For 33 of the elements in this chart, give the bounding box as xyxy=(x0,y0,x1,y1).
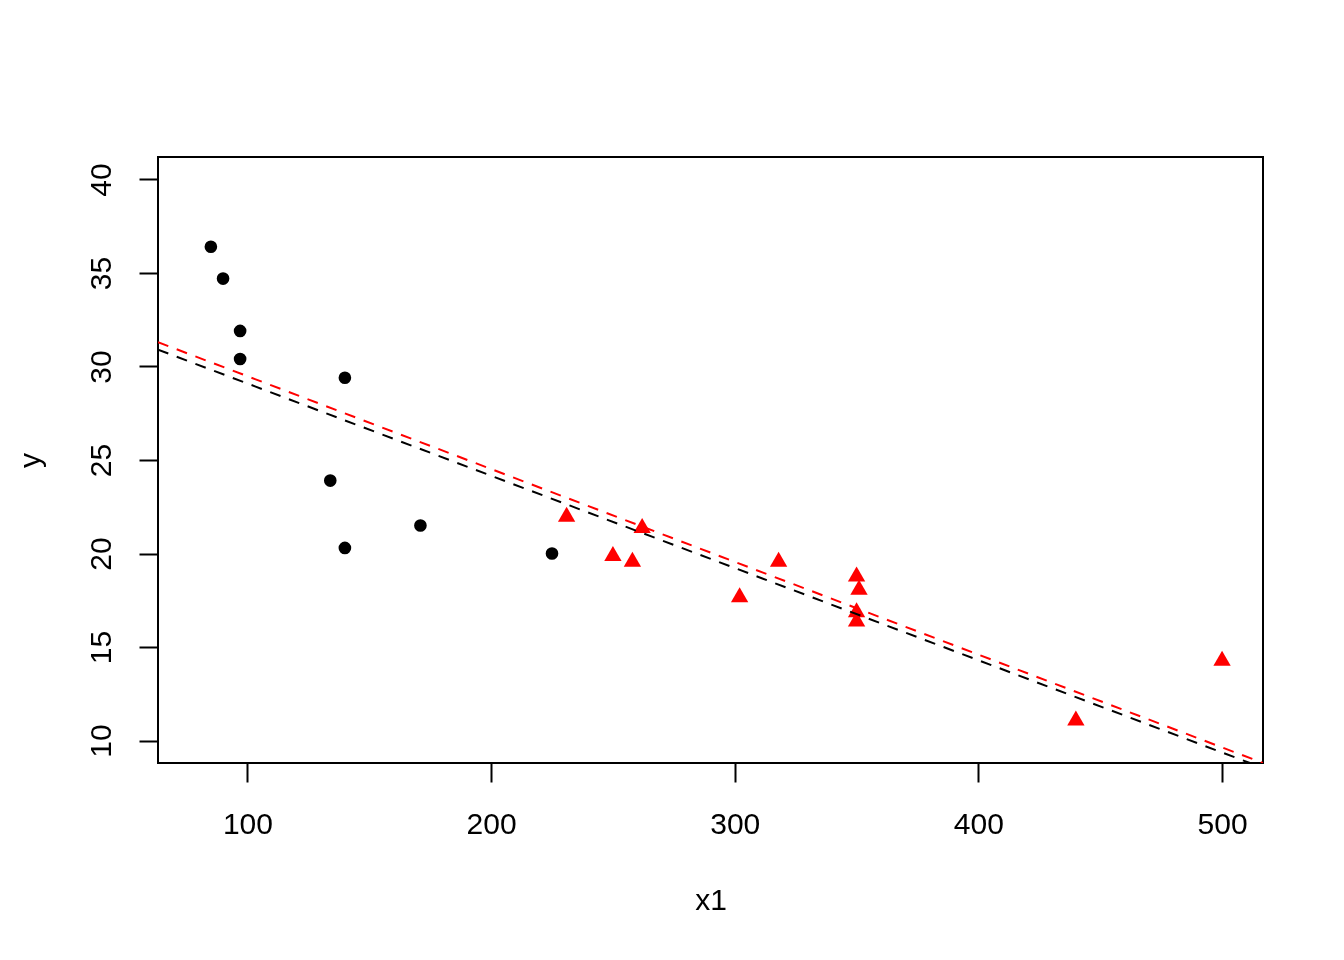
x-tick-label: 400 xyxy=(953,806,1004,840)
y-tick-label: 25 xyxy=(83,443,117,478)
x-tick-label: 500 xyxy=(1197,806,1248,840)
y-tick-label: 20 xyxy=(83,537,117,571)
point xyxy=(216,272,230,285)
point xyxy=(414,519,427,532)
point xyxy=(1213,650,1231,666)
y-tick-label: 15 xyxy=(83,630,117,665)
point xyxy=(850,579,868,595)
point xyxy=(623,551,642,567)
point xyxy=(233,324,247,338)
x-tick-label: 100 xyxy=(222,806,273,840)
x-axis-title: x1 xyxy=(695,882,727,916)
point xyxy=(233,352,247,366)
point xyxy=(323,474,337,487)
y-tick-label: 10 xyxy=(83,724,117,758)
y-tick-label: 35 xyxy=(83,256,117,291)
point xyxy=(730,587,749,603)
point xyxy=(604,546,622,562)
point xyxy=(557,506,576,522)
y-tick-label: 40 xyxy=(83,163,117,197)
point xyxy=(769,551,788,567)
x-tick-label: 200 xyxy=(466,806,517,840)
point xyxy=(204,240,218,254)
point xyxy=(633,517,651,533)
y-tick-label: 30 xyxy=(83,350,117,384)
point xyxy=(338,371,352,385)
point xyxy=(847,566,866,582)
y-axis-title: y xyxy=(12,453,46,468)
point xyxy=(545,547,559,560)
x-tick-label: 300 xyxy=(710,806,761,840)
point xyxy=(1067,710,1085,726)
point xyxy=(338,541,352,555)
